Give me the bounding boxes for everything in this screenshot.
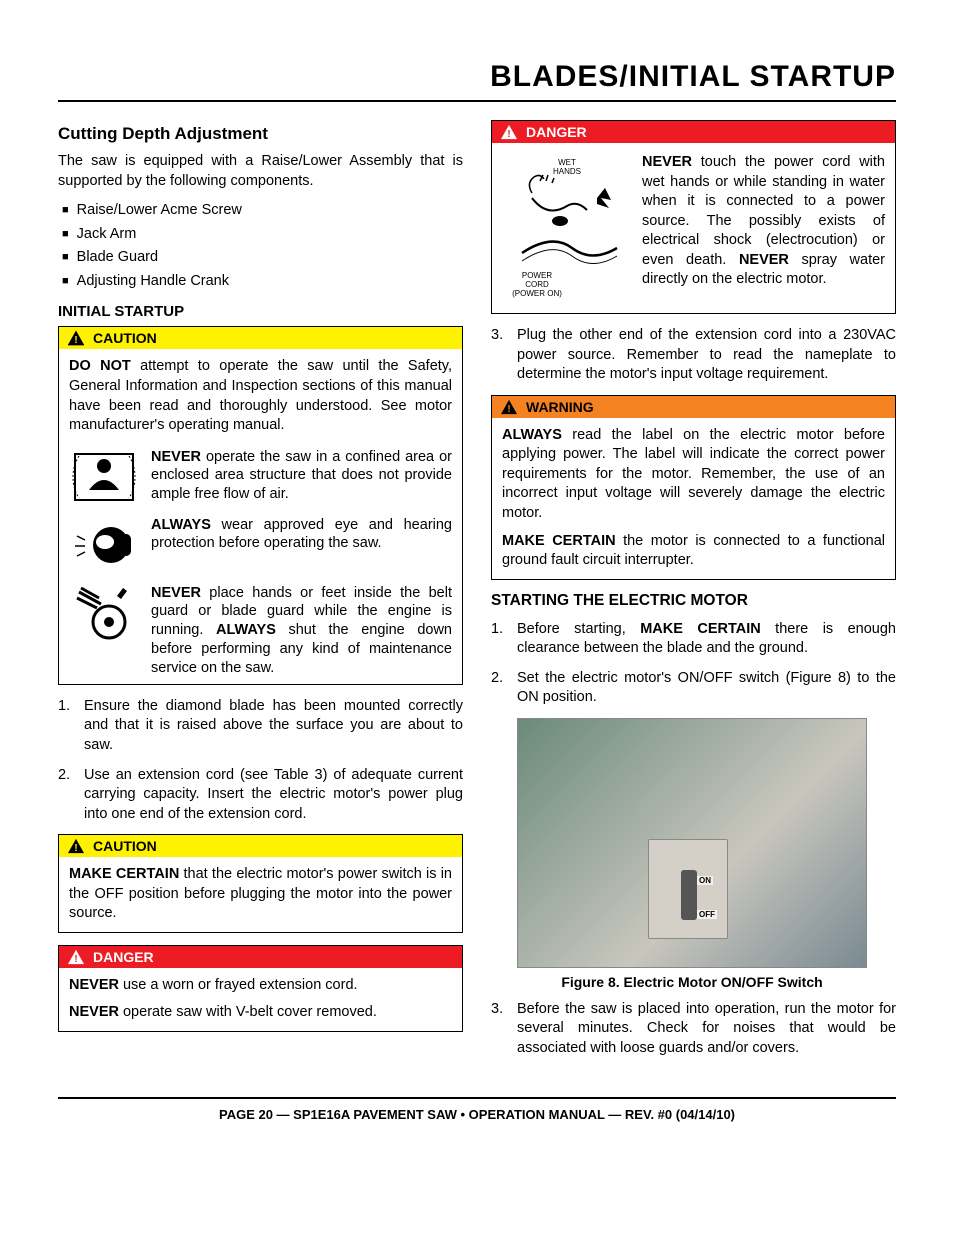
danger-text-1: NEVER use a worn or frayed extension cor… [69, 976, 452, 996]
cutting-depth-heading: Cutting Depth Adjustment [58, 124, 463, 144]
figure-8: ON OFF Figure 8. Electric Motor ON/OFF S… [517, 718, 867, 990]
caution-text: MAKE CERTAIN that the electric motor's p… [69, 865, 452, 924]
danger-body: WET HANDS POWER CORD (POWER ON) NEVER to… [492, 143, 895, 313]
danger-header: ! DANGER [59, 946, 462, 968]
danger-label: DANGER [93, 949, 154, 965]
warning-panel: ! WARNING ALWAYS read the label on the e… [491, 395, 896, 580]
warning-triangle-icon: ! [67, 330, 85, 346]
wet-hands-cord-icon: WET HANDS POWER CORD (POWER ON) [502, 153, 632, 303]
warning-text-2: MAKE CERTAIN the motor is connected to a… [502, 532, 885, 571]
off-label: OFF [697, 910, 717, 919]
svg-text:HANDS: HANDS [553, 167, 581, 176]
danger-label: DANGER [526, 124, 587, 140]
list-item: 2.Set the electric motor's ON/OFF switch… [491, 669, 896, 708]
figure-caption: Figure 8. Electric Motor ON/OFF Switch [517, 974, 867, 990]
warning-text-1: ALWAYS read the label on the electric mo… [502, 426, 885, 524]
icon-row-ppe: ALWAYS wear approved eye and hearing pro… [59, 512, 462, 580]
warning-header: ! WARNING [492, 396, 895, 418]
page-title: BLADES/INITIAL STARTUP [58, 60, 896, 102]
startup-steps-1-2: 1.Ensure the diamond blade has been moun… [58, 697, 463, 824]
caution-text: DO NOT attempt to operate the saw until … [69, 357, 452, 435]
caution-label: CAUTION [93, 330, 157, 346]
initial-startup-heading: INITIAL STARTUP [58, 303, 463, 320]
right-column: ! DANGER WET HANDS POWER CORD [491, 120, 896, 1069]
svg-text:!: ! [74, 954, 77, 965]
warning-body: ALWAYS read the label on the electric mo… [492, 418, 895, 579]
caution-panel-2: ! CAUTION MAKE CERTAIN that the electric… [58, 834, 463, 933]
caution-header: ! CAUTION [59, 327, 462, 349]
list-item: Jack Arm [62, 225, 463, 245]
eye-ear-protection-icon [69, 516, 139, 574]
svg-text:WET: WET [558, 158, 576, 167]
svg-text:(POWER ON): (POWER ON) [512, 289, 562, 298]
list-item: 2.Use an extension cord (see Table 3) of… [58, 766, 463, 825]
list-item: Raise/Lower Acme Screw [62, 201, 463, 221]
list-item: 1.Before starting, MAKE CERTAIN there is… [491, 620, 896, 659]
list-item: Blade Guard [62, 248, 463, 268]
two-column-layout: Cutting Depth Adjustment The saw is equi… [58, 120, 896, 1069]
svg-text:!: ! [74, 843, 77, 854]
caution-label: CAUTION [93, 838, 157, 854]
danger-panel-left: ! DANGER NEVER use a worn or frayed exte… [58, 945, 463, 1032]
no-hands-icon [69, 584, 139, 642]
danger-header: ! DANGER [492, 121, 895, 143]
caution-header: ! CAUTION [59, 835, 462, 857]
svg-text:!: ! [74, 335, 77, 346]
list-item: 1.Ensure the diamond blade has been moun… [58, 697, 463, 756]
warning-triangle-icon: ! [67, 838, 85, 854]
warning-triangle-icon: ! [500, 124, 518, 140]
hands-text: NEVER place hands or feet inside the bel… [151, 584, 452, 678]
warning-triangle-icon: ! [67, 949, 85, 965]
left-column: Cutting Depth Adjustment The saw is equi… [58, 120, 463, 1069]
svg-text:!: ! [507, 404, 510, 415]
icon-row-hands: NEVER place hands or feet inside the bel… [59, 580, 462, 684]
startup-step-3: 3.Plug the other end of the extension co… [491, 326, 896, 385]
warning-triangle-icon: ! [500, 399, 518, 415]
caution-body: DO NOT attempt to operate the saw until … [59, 349, 462, 443]
switch-box-graphic: ON OFF [648, 839, 728, 939]
on-label: ON [697, 876, 713, 885]
cutting-depth-intro: The saw is equipped with a Raise/Lower A… [58, 152, 463, 191]
svg-text:POWER: POWER [522, 271, 552, 280]
motor-switch-photo: ON OFF [517, 718, 867, 968]
confined-text: NEVER operate the saw in a confined area… [151, 448, 452, 505]
danger-text-2: NEVER operate saw with V-belt cover remo… [69, 1003, 452, 1023]
svg-text:!: ! [507, 129, 510, 140]
list-item: 3.Plug the other end of the extension co… [491, 326, 896, 385]
icon-row-confined: NEVER operate the saw in a confined area… [59, 444, 462, 512]
list-item: 3.Before the saw is placed into operatio… [491, 1000, 896, 1059]
caution-panel-1: ! CAUTION DO NOT attempt to operate the … [58, 326, 463, 684]
starting-motor-heading: STARTING THE ELECTRIC MOTOR [491, 592, 896, 610]
confined-space-icon [69, 448, 139, 506]
danger-text: NEVER touch the power cord with wet hand… [642, 153, 885, 290]
ppe-text: ALWAYS wear approved eye and hearing pro… [151, 516, 452, 554]
svg-text:CORD: CORD [525, 280, 549, 289]
page-footer: PAGE 20 — SP1E16A PAVEMENT SAW • OPERATI… [58, 1097, 896, 1122]
danger-body: NEVER use a worn or frayed extension cor… [59, 968, 462, 1031]
warning-label: WARNING [526, 399, 594, 415]
caution-body: MAKE CERTAIN that the electric motor's p… [59, 857, 462, 932]
component-list: Raise/Lower Acme Screw Jack Arm Blade Gu… [58, 201, 463, 291]
motor-steps-1-2: 1.Before starting, MAKE CERTAIN there is… [491, 620, 896, 708]
danger-panel-right: ! DANGER WET HANDS POWER CORD [491, 120, 896, 314]
motor-step-3: 3.Before the saw is placed into operatio… [491, 1000, 896, 1059]
list-item: Adjusting Handle Crank [62, 272, 463, 292]
